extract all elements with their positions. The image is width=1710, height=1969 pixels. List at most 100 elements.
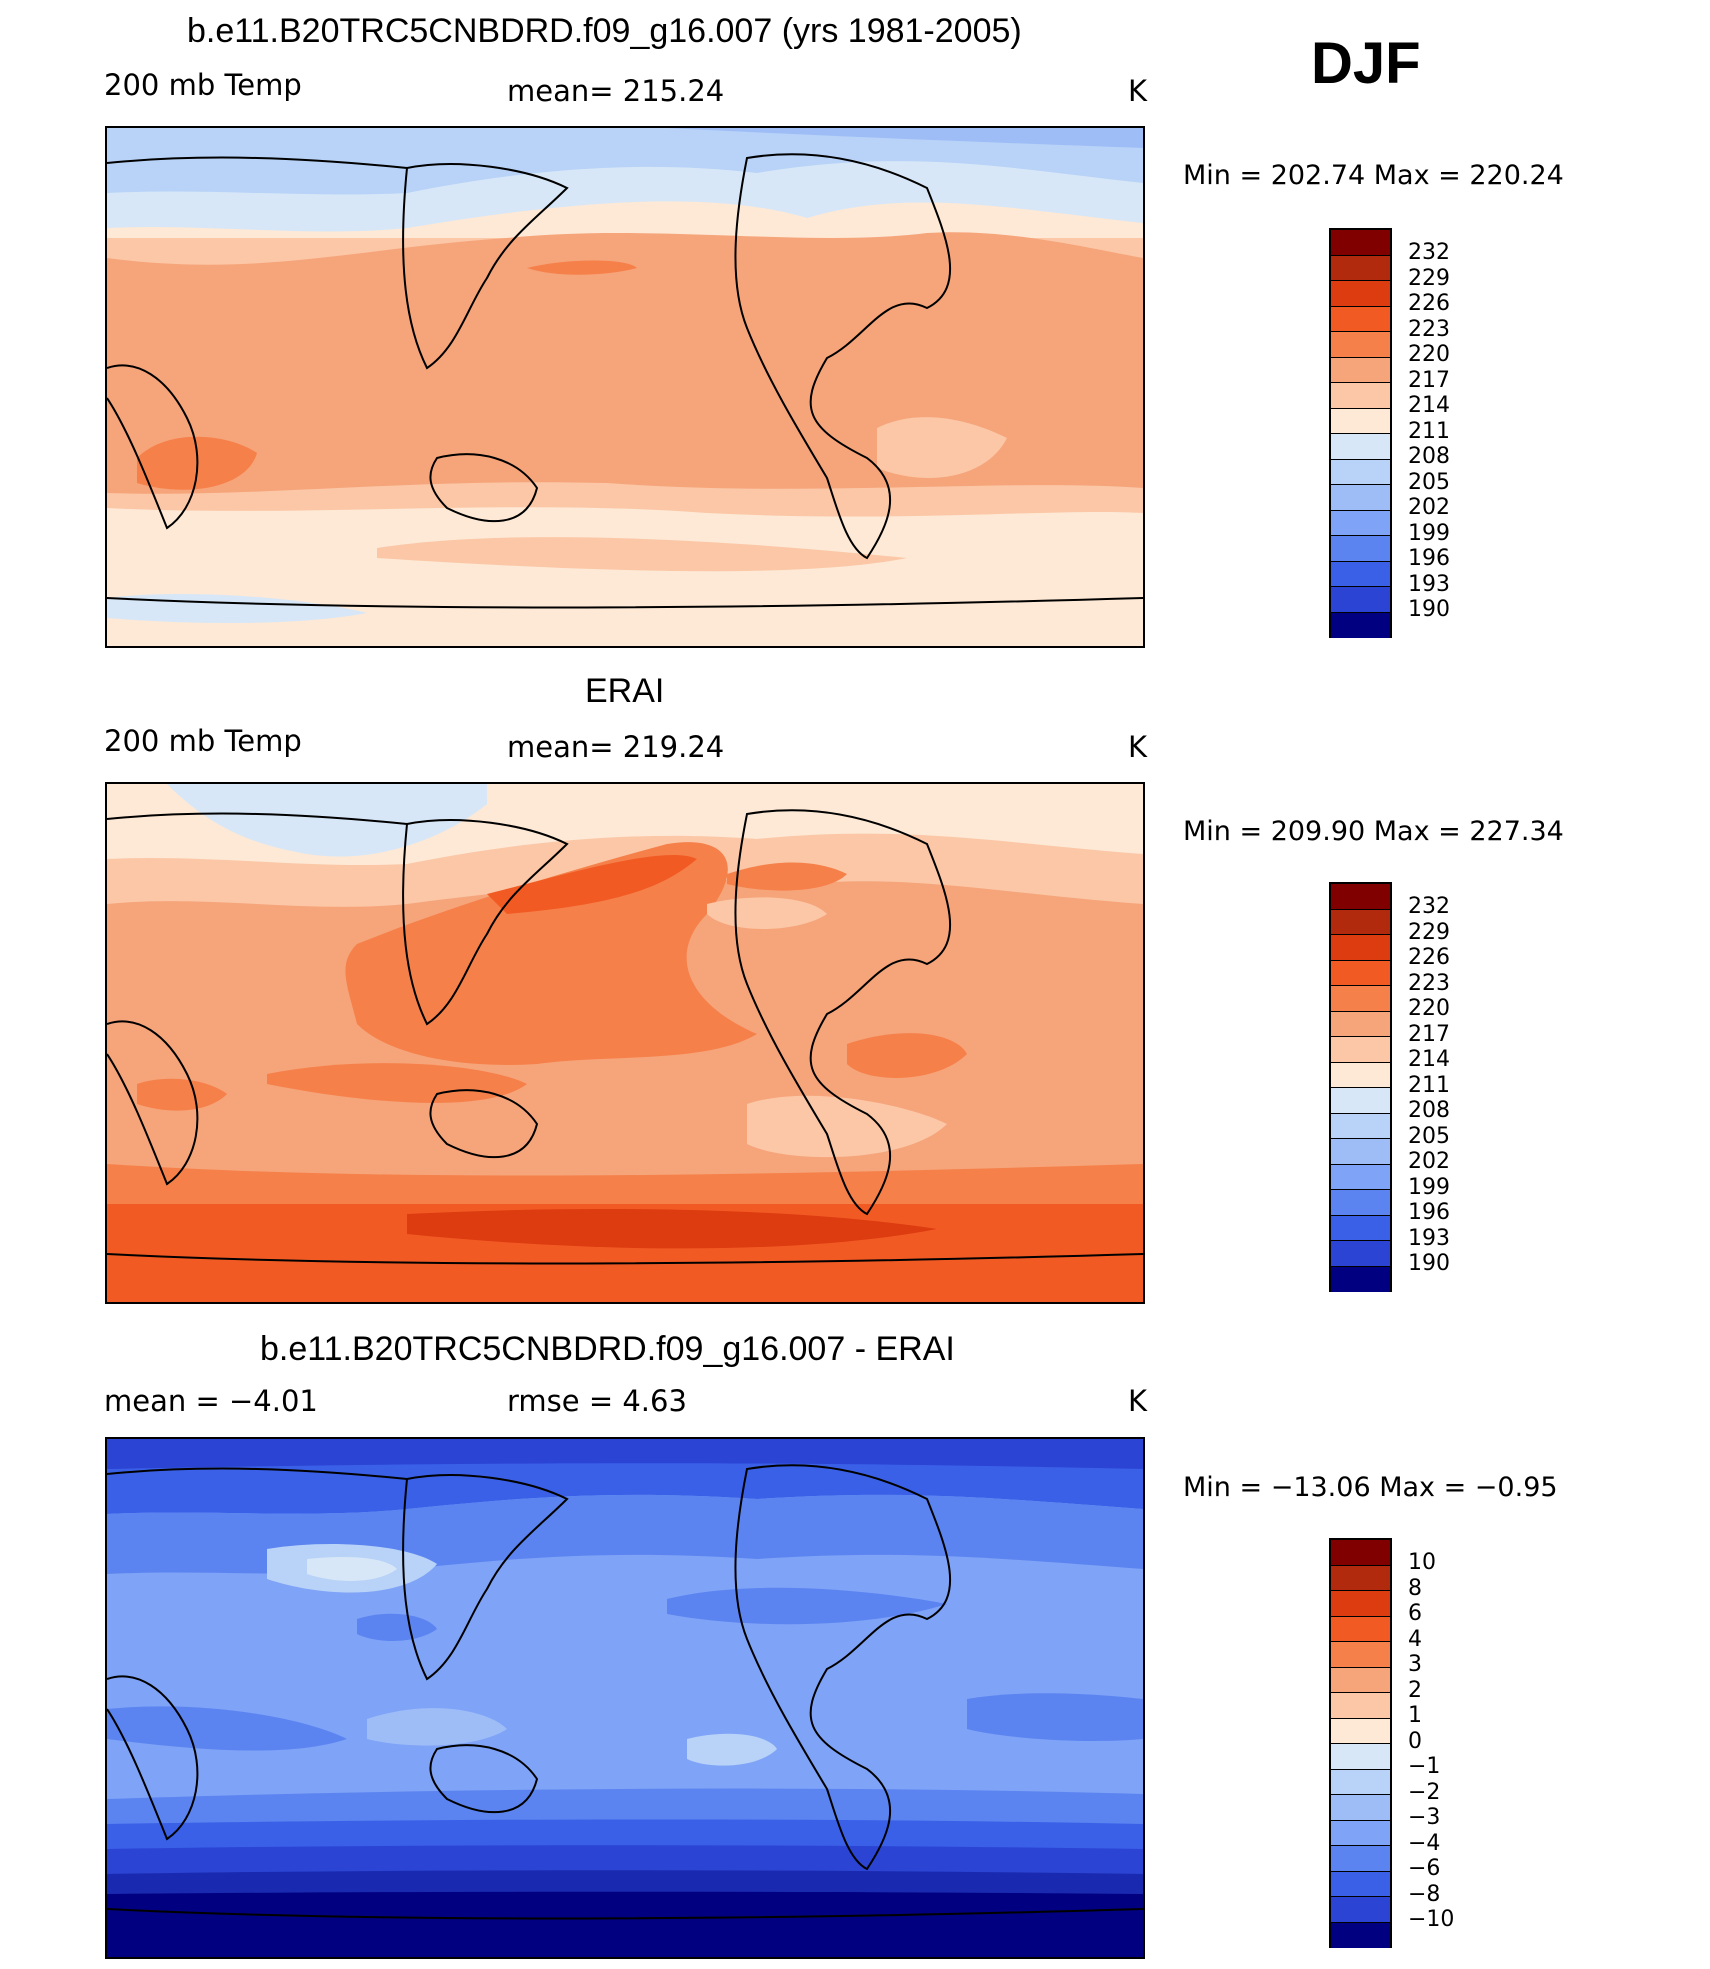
colorbar-swatch — [1331, 1037, 1390, 1063]
colorbar-swatch — [1331, 1820, 1390, 1846]
colorbar-tick: 208 — [1408, 1098, 1450, 1123]
colorbar-swatch — [1331, 1693, 1390, 1719]
colorbar-swatch — [1331, 1871, 1390, 1897]
panel-2-title: ERAI — [585, 672, 665, 710]
colorbar-tick: 229 — [1408, 265, 1450, 291]
colorbar-tick: 193 — [1408, 571, 1450, 597]
panel-2-min-max: Min = 209.90 Max = 227.34 — [1183, 816, 1564, 847]
colorbar-swatch — [1331, 536, 1390, 562]
colorbar-tick: 196 — [1408, 546, 1450, 571]
colorbar-tick: 202 — [1408, 1149, 1450, 1174]
panel-3-mean-label: mean = −4.01 — [104, 1384, 318, 1418]
colorbar-tick: 3 — [1408, 1652, 1422, 1677]
colorbar-swatch — [1331, 1190, 1390, 1216]
colorbar-swatch — [1331, 1744, 1390, 1770]
panel-1-coastlines — [107, 153, 1143, 609]
panel-1-colorbar-labels: 232 229 226 223 220 217 214 211 208 205 … — [1408, 240, 1450, 623]
colorbar-swatch — [1331, 1215, 1390, 1241]
colorbar-tick: 220 — [1408, 342, 1450, 367]
panel-3-units: K — [1128, 1384, 1148, 1418]
colorbar-tick: 223 — [1408, 970, 1450, 996]
panel-3-min-max: Min = −13.06 Max = −0.95 — [1183, 1472, 1558, 1503]
panel-3-rmse-label: rmse = 4.63 — [507, 1384, 687, 1418]
colorbar-tick: 220 — [1408, 996, 1450, 1021]
colorbar-tick: 217 — [1408, 1021, 1450, 1047]
colorbar-swatch — [1331, 459, 1390, 485]
colorbar-tick: 190 — [1408, 1251, 1450, 1276]
colorbar-tick: 211 — [1408, 1072, 1450, 1098]
panel-2-coastlines — [107, 809, 1143, 1265]
colorbar-swatch — [1331, 408, 1390, 434]
panel-2-units: K — [1128, 730, 1148, 764]
colorbar-swatch — [1331, 935, 1390, 961]
colorbar-swatch — [1331, 1591, 1390, 1617]
colorbar-tick: 1 — [1408, 1703, 1422, 1728]
colorbar-tick: 214 — [1408, 393, 1450, 418]
panel-1-map — [105, 126, 1145, 648]
colorbar-tick: −1 — [1408, 1754, 1441, 1779]
panel-2-map — [105, 782, 1145, 1304]
colorbar-tick: −10 — [1408, 1907, 1455, 1932]
panel-3-coastlines — [107, 1464, 1143, 1920]
colorbar-tick: 208 — [1408, 444, 1450, 469]
colorbar-swatch — [1331, 1718, 1390, 1744]
panel-1-colorbar — [1329, 228, 1392, 638]
colorbar-tick: 229 — [1408, 919, 1450, 945]
colorbar-swatch — [1331, 281, 1390, 307]
colorbar-swatch — [1331, 612, 1390, 638]
colorbar-swatch — [1331, 230, 1390, 256]
colorbar-tick: 8 — [1408, 1575, 1422, 1601]
colorbar-swatch — [1331, 1088, 1390, 1114]
panel-3-colorbar-labels: 10 8 6 4 3 2 1 0 −1 −2 −3 −4 −6 −8 −10 — [1408, 1550, 1454, 1933]
colorbar-swatch — [1331, 510, 1390, 536]
panel-1-min-max: Min = 202.74 Max = 220.24 — [1183, 160, 1564, 191]
colorbar-swatch — [1331, 1266, 1390, 1292]
panel-2-colorbar — [1329, 882, 1392, 1292]
colorbar-tick: 226 — [1408, 945, 1450, 970]
colorbar-tick: 205 — [1408, 1123, 1450, 1149]
colorbar-tick: 223 — [1408, 316, 1450, 342]
panel-1-contour-field — [107, 128, 1143, 646]
colorbar-swatch — [1331, 1139, 1390, 1165]
colorbar-tick: 4 — [1408, 1626, 1422, 1652]
colorbar-swatch — [1331, 587, 1390, 613]
panel-3-colorbar — [1329, 1538, 1392, 1948]
panel-2-mean-label: mean= 219.24 — [507, 730, 725, 764]
panel-1-mean-label: mean= 215.24 — [507, 74, 725, 108]
panel-1-variable-label: 200 mb Temp — [104, 68, 302, 102]
panel-1-units: K — [1128, 74, 1148, 108]
colorbar-swatch — [1331, 306, 1390, 332]
colorbar-swatch — [1331, 884, 1390, 910]
colorbar-tick: 217 — [1408, 367, 1450, 393]
panel-2-contour-field — [107, 784, 1143, 1302]
colorbar-tick: 211 — [1408, 418, 1450, 444]
colorbar-swatch — [1331, 1540, 1390, 1566]
colorbar-swatch — [1331, 1565, 1390, 1591]
panel-1-title: b.e11.B20TRC5CNBDRD.f09_g16.007 (yrs 198… — [187, 12, 1022, 50]
panel-3-contour-field — [107, 1439, 1143, 1957]
season-label: DJF — [1311, 31, 1421, 96]
colorbar-swatch — [1331, 1164, 1390, 1190]
colorbar-tick: 199 — [1408, 1174, 1450, 1200]
panel-2-colorbar-labels: 232 229 226 223 220 217 214 211 208 205 … — [1408, 894, 1450, 1277]
colorbar-tick: 199 — [1408, 520, 1450, 546]
colorbar-tick: 2 — [1408, 1677, 1422, 1703]
colorbar-swatch — [1331, 1922, 1390, 1948]
panel-2-variable-label: 200 mb Temp — [104, 724, 302, 758]
colorbar-tick: 232 — [1408, 894, 1450, 919]
colorbar-swatch — [1331, 357, 1390, 383]
colorbar-swatch — [1331, 1642, 1390, 1668]
colorbar-tick: 205 — [1408, 469, 1450, 495]
colorbar-tick: 196 — [1408, 1200, 1450, 1225]
colorbar-swatch — [1331, 1846, 1390, 1872]
colorbar-swatch — [1331, 986, 1390, 1012]
colorbar-swatch — [1331, 1241, 1390, 1267]
panel-3-title: b.e11.B20TRC5CNBDRD.f09_g16.007 - ERAI — [260, 1330, 955, 1368]
colorbar-tick: 190 — [1408, 597, 1450, 622]
colorbar-swatch — [1331, 561, 1390, 587]
colorbar-swatch — [1331, 383, 1390, 409]
colorbar-tick: 193 — [1408, 1225, 1450, 1251]
colorbar-swatch — [1331, 1616, 1390, 1642]
colorbar-swatch — [1331, 1769, 1390, 1795]
colorbar-tick: 226 — [1408, 291, 1450, 316]
